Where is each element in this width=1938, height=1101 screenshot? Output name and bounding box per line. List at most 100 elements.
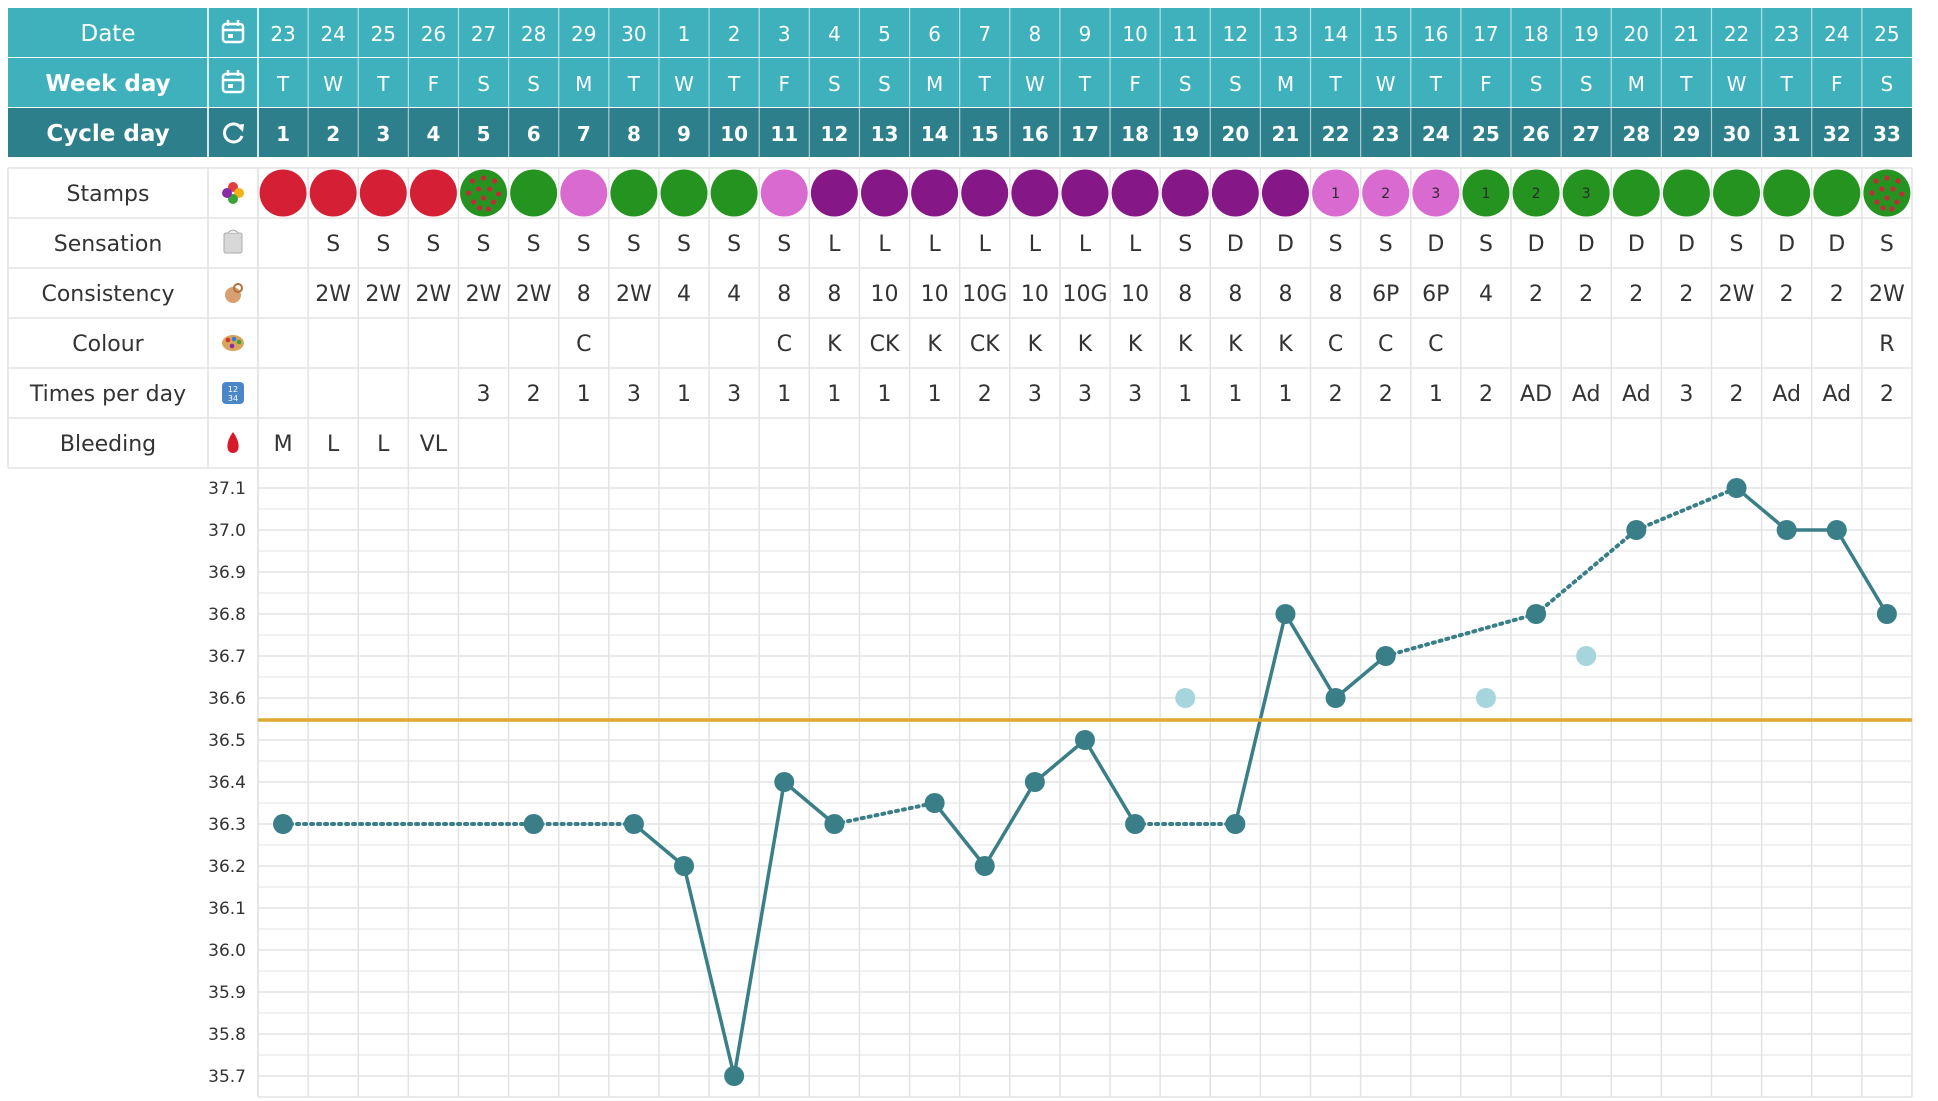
temperature-point[interactable] [824,814,845,834]
header-cell-weekday: W [1727,72,1747,96]
temperature-point[interactable] [1225,814,1246,834]
row-label-bleeding: Bleeding [60,432,156,457]
y-tick-label: 36.2 [208,857,246,877]
temperature-point[interactable] [974,856,995,876]
svg-text:12: 12 [228,385,238,394]
cell-times: 3 [1679,382,1693,407]
y-tick-label: 36.5 [208,731,246,751]
temperature-point[interactable] [273,814,294,834]
cell-sensation: D [1578,232,1595,257]
stamp-purple [911,169,959,217]
excluded-temperature-point[interactable] [1576,646,1597,666]
cell-consistency: 2W [416,282,452,307]
cell-times: 2 [527,382,541,407]
cell-times: 2 [1730,382,1744,407]
header-cell-cycleday: 10 [720,122,748,146]
temperature-point[interactable] [523,814,544,834]
temperature-point[interactable] [1024,772,1045,792]
header-cell-weekday: W [674,72,694,96]
cell-sensation: D [1678,232,1695,257]
temperature-point[interactable] [1375,646,1396,666]
header-cell-weekday: S [527,72,540,96]
cell-colour: K [927,332,942,357]
y-tick-label: 37.0 [208,521,246,541]
series-segment [1735,486,1788,532]
cell-times: 2 [1379,382,1393,407]
header-cell-date: 7 [978,22,991,46]
temperature-point[interactable] [674,856,695,876]
temperature-point[interactable] [1876,604,1897,624]
header-cell-cycleday: 12 [820,122,848,146]
cell-times: 1 [1429,382,1443,407]
header-cell-weekday: T [978,72,992,96]
stamp-green: 3 [1562,169,1610,217]
header-cell-date: 23 [270,22,295,46]
cell-times: 2 [1880,382,1894,407]
header-cell-weekday: S [1530,72,1543,96]
temperature-point[interactable] [1275,604,1296,624]
stamp-green [1662,169,1710,217]
row-label-times: Times per day [29,382,186,407]
cell-sensation: S [777,232,791,257]
temperature-point[interactable] [724,1066,745,1086]
stamp-purple [1011,169,1059,217]
series-dotted-segment [1634,486,1739,532]
header-cell-date: 18 [1523,22,1548,46]
cell-consistency: 8 [1178,282,1192,307]
stamp-pink [760,169,808,217]
cell-sensation: D [1528,232,1545,257]
header-cell-cycleday: 33 [1873,122,1901,146]
cell-consistency: 2W [1869,282,1905,307]
stamp-number: 2 [1532,186,1541,202]
header-cell-weekday: S [1179,72,1192,96]
temperature-point[interactable] [1826,520,1847,540]
stamp-green [510,169,558,217]
header-cell-date: 27 [471,22,496,46]
header-cell-cycleday: 8 [627,122,641,146]
cell-sensation: L [928,232,941,257]
temperature-point[interactable] [774,772,795,792]
temperature-point[interactable] [1074,730,1095,750]
excluded-temperature-point[interactable] [1475,688,1496,708]
stamp-green: 2 [1512,169,1560,217]
series-segment [682,865,736,1077]
temperature-point[interactable] [1325,688,1346,708]
row-label-date: Date [81,21,136,47]
header-cell-date: 2 [728,22,741,46]
cell-times: 1 [928,382,942,407]
y-tick-label: 36.9 [208,563,246,583]
cell-times: 2 [1479,382,1493,407]
cell-sensation: S [1178,232,1192,257]
stamp-red [359,169,407,217]
excluded-temperature-point[interactable] [1175,688,1196,708]
stamp-purple [1261,169,1309,217]
temperature-point[interactable] [1626,520,1647,540]
header-cell-cycleday: 18 [1121,122,1149,146]
cell-consistency: 6P [1372,282,1399,307]
header-cell-weekday: F [1480,72,1492,96]
series-dotted-segment [1383,612,1539,658]
temperature-point[interactable] [1125,814,1146,834]
header-cell-date: 28 [521,22,546,46]
header-cell-date: 19 [1573,22,1598,46]
header-cell-weekday: M [926,72,943,96]
cell-colour: C [1328,332,1343,357]
cell-sensation: S [677,232,691,257]
cell-consistency: 4 [677,282,691,307]
y-tick-label: 36.8 [208,605,246,625]
temperature-point[interactable] [623,814,644,834]
row-label-colour: Colour [72,332,144,357]
temperature-point[interactable] [1726,478,1747,498]
temperature-point[interactable] [924,793,945,813]
header-cell-weekday: F [428,72,440,96]
temperature-point[interactable] [1776,520,1797,540]
temperature-point[interactable] [1526,604,1547,624]
stamp-green [1813,169,1861,217]
y-tick-label: 35.9 [208,983,246,1003]
cell-times: 1 [777,382,791,407]
header-cell-cycleday: 15 [971,122,999,146]
header-cell-cycleday: 3 [376,122,390,146]
series-dotted-segment [832,801,937,826]
tissue-icon [223,229,243,254]
stamp-red [259,169,307,217]
